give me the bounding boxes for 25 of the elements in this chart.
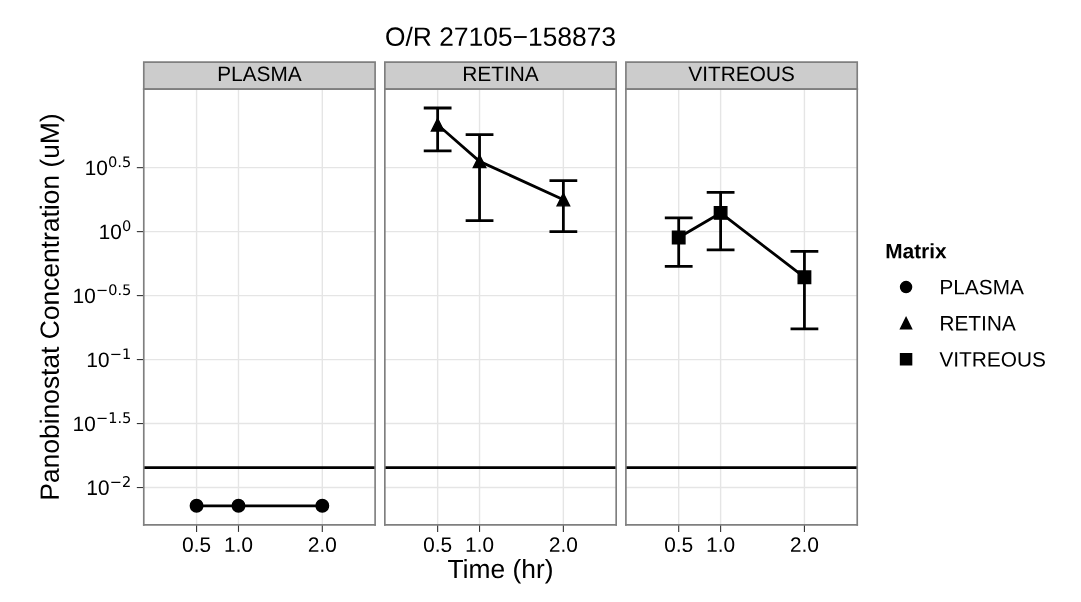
chart-subtitle: VITREOUS xyxy=(688,66,794,82)
x-tick-label: 0.5 xyxy=(423,537,452,553)
y-axis-title: Panobinostat Concentration (uM) xyxy=(39,115,65,499)
x-tick-label: 2.0 xyxy=(308,537,336,553)
x-tick-label: 0.5 xyxy=(182,537,211,553)
x-tick-label: 1.0 xyxy=(466,537,494,553)
text: VITREOUS xyxy=(939,351,1045,367)
y-tick-label: 10$^{0}$ xyxy=(100,220,131,240)
legend-label: PLASMA xyxy=(941,279,1024,295)
y-tick-label: 10$^{−0.5}$ xyxy=(74,284,131,304)
y-tick-label: 10$^{−2}$ xyxy=(87,476,130,496)
x-tick-label: 2.0 xyxy=(791,537,819,553)
y-tick-label: 10$^{−1.5}$ xyxy=(74,412,131,432)
chart-subtitle: RETINA xyxy=(464,66,539,81)
x-tick-label: 2.0 xyxy=(549,537,578,553)
legend-title: Matrix xyxy=(886,243,947,259)
text: RETINA xyxy=(941,316,1016,331)
chart-title: O/R 27105−158873 xyxy=(386,26,615,47)
y-tick-label: 10$^{−1}$ xyxy=(87,348,130,368)
chart-subtitle: PLASMA xyxy=(218,66,302,82)
x-axis-title: Time (hr) xyxy=(448,558,552,584)
x-tick-label: 1.0 xyxy=(707,537,735,553)
x-tick-label: 1.0 xyxy=(225,537,253,553)
x-tick-label: 0.5 xyxy=(665,537,693,553)
y-tick-label: 10$^{0.5}$ xyxy=(86,156,130,176)
